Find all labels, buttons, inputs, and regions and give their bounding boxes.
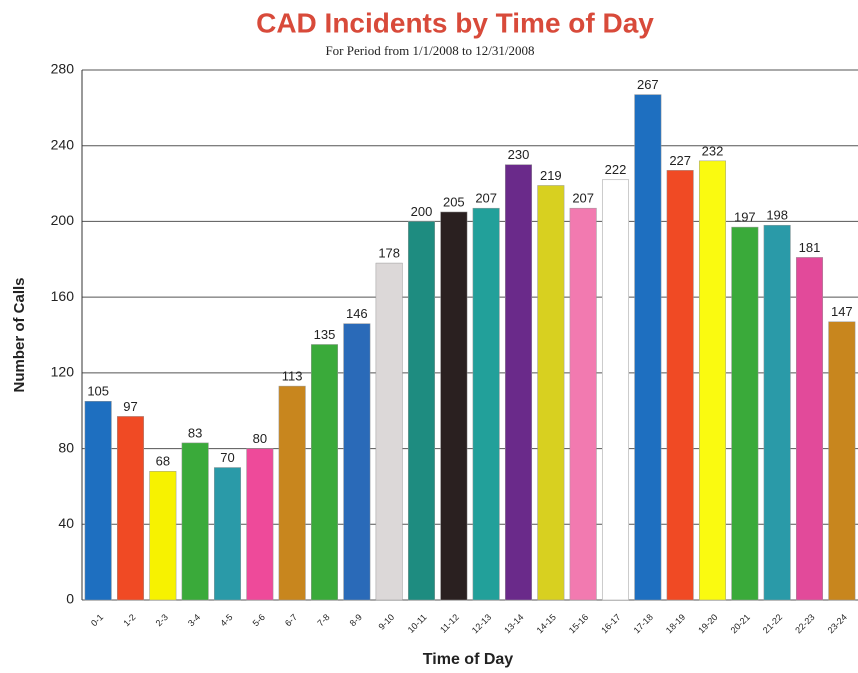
x-tick-label: 1-2 — [121, 612, 137, 628]
y-tick-label: 40 — [58, 515, 74, 531]
x-tick-label: 7-8 — [315, 612, 331, 628]
data-label: 222 — [605, 162, 627, 177]
x-axis-label: Time of Day — [423, 651, 514, 668]
y-tick-label: 120 — [51, 364, 75, 380]
data-label: 147 — [831, 304, 853, 319]
chart-title: CAD Incidents by Time of Day — [256, 7, 654, 38]
x-tick-label: 12-13 — [470, 612, 493, 635]
bar — [84, 401, 112, 601]
bar — [504, 164, 533, 601]
data-label: 146 — [346, 306, 368, 321]
x-tick-label: 9-10 — [376, 612, 396, 632]
bar — [666, 170, 694, 601]
data-label: 207 — [475, 191, 497, 206]
y-tick-label: 200 — [51, 212, 75, 228]
x-tick-label: 6-7 — [283, 612, 299, 628]
x-tick-label: 11-12 — [438, 612, 461, 635]
data-label: 267 — [637, 77, 659, 92]
bar — [569, 207, 597, 601]
data-label: 68 — [156, 454, 170, 469]
y-tick-label: 160 — [51, 288, 75, 304]
bar — [116, 416, 145, 601]
data-label: 232 — [702, 143, 724, 158]
data-label: 80 — [253, 431, 267, 446]
bar — [246, 448, 274, 601]
data-label: 113 — [282, 369, 303, 384]
bar — [440, 211, 468, 601]
bar — [310, 344, 339, 601]
data-label: 178 — [378, 246, 400, 261]
bar — [828, 321, 856, 601]
bar — [763, 224, 791, 601]
x-tick-label: 3-4 — [186, 612, 202, 628]
x-tick-label: 21-22 — [761, 612, 784, 635]
data-label: 230 — [508, 147, 530, 162]
x-tick-label: 10-11 — [406, 612, 429, 635]
data-label: 207 — [572, 191, 594, 206]
data-label: 135 — [314, 327, 336, 342]
x-tick-label: 22-23 — [793, 612, 816, 635]
bar — [601, 179, 630, 601]
bar — [375, 262, 403, 601]
x-tick-label: 17-18 — [632, 612, 655, 635]
y-tick-label: 0 — [66, 591, 74, 607]
chart-subtitle: For Period from 1/1/2008 to 12/31/2008 — [325, 43, 534, 58]
y-axis-label: Number of Calls — [11, 277, 28, 392]
x-tick-label: 19-20 — [696, 612, 719, 635]
bar — [698, 160, 727, 601]
bar — [149, 471, 177, 601]
bar — [634, 94, 662, 601]
bar — [795, 257, 824, 601]
y-tick-label: 280 — [51, 61, 75, 77]
x-tick-label: 14-15 — [535, 612, 558, 635]
data-label: 198 — [766, 208, 788, 223]
bar — [537, 185, 565, 601]
data-label: 200 — [411, 204, 433, 219]
bar — [213, 467, 242, 601]
y-tick-label: 80 — [58, 439, 74, 455]
data-label: 83 — [188, 425, 202, 440]
x-tick-label: 0-1 — [89, 612, 105, 628]
bar — [343, 323, 371, 601]
bar — [472, 207, 500, 601]
x-tick-label: 18-19 — [664, 612, 687, 635]
y-tick-label: 240 — [51, 136, 75, 152]
x-tick-label: 13-14 — [502, 612, 525, 635]
x-tick-label: 5-6 — [251, 612, 267, 628]
data-label: 227 — [669, 153, 691, 168]
x-tick-label: 20-21 — [729, 612, 752, 635]
x-tick-label: 15-16 — [567, 612, 590, 635]
x-tick-label: 23-24 — [826, 612, 849, 635]
x-tick-label: 8-9 — [348, 612, 364, 628]
data-label: 219 — [540, 168, 562, 183]
data-label: 105 — [87, 384, 109, 399]
data-label: 205 — [443, 194, 465, 209]
bar — [731, 226, 759, 601]
x-tick-label: 16-17 — [599, 612, 622, 635]
data-label: 181 — [799, 240, 821, 255]
x-tick-label: 4-5 — [218, 612, 234, 628]
bar — [181, 442, 209, 601]
data-label: 70 — [220, 450, 234, 465]
bar — [278, 385, 306, 601]
data-label: 197 — [734, 210, 756, 225]
bar — [407, 221, 436, 601]
x-tick-label: 2-3 — [154, 612, 170, 628]
data-label: 97 — [123, 399, 137, 414]
